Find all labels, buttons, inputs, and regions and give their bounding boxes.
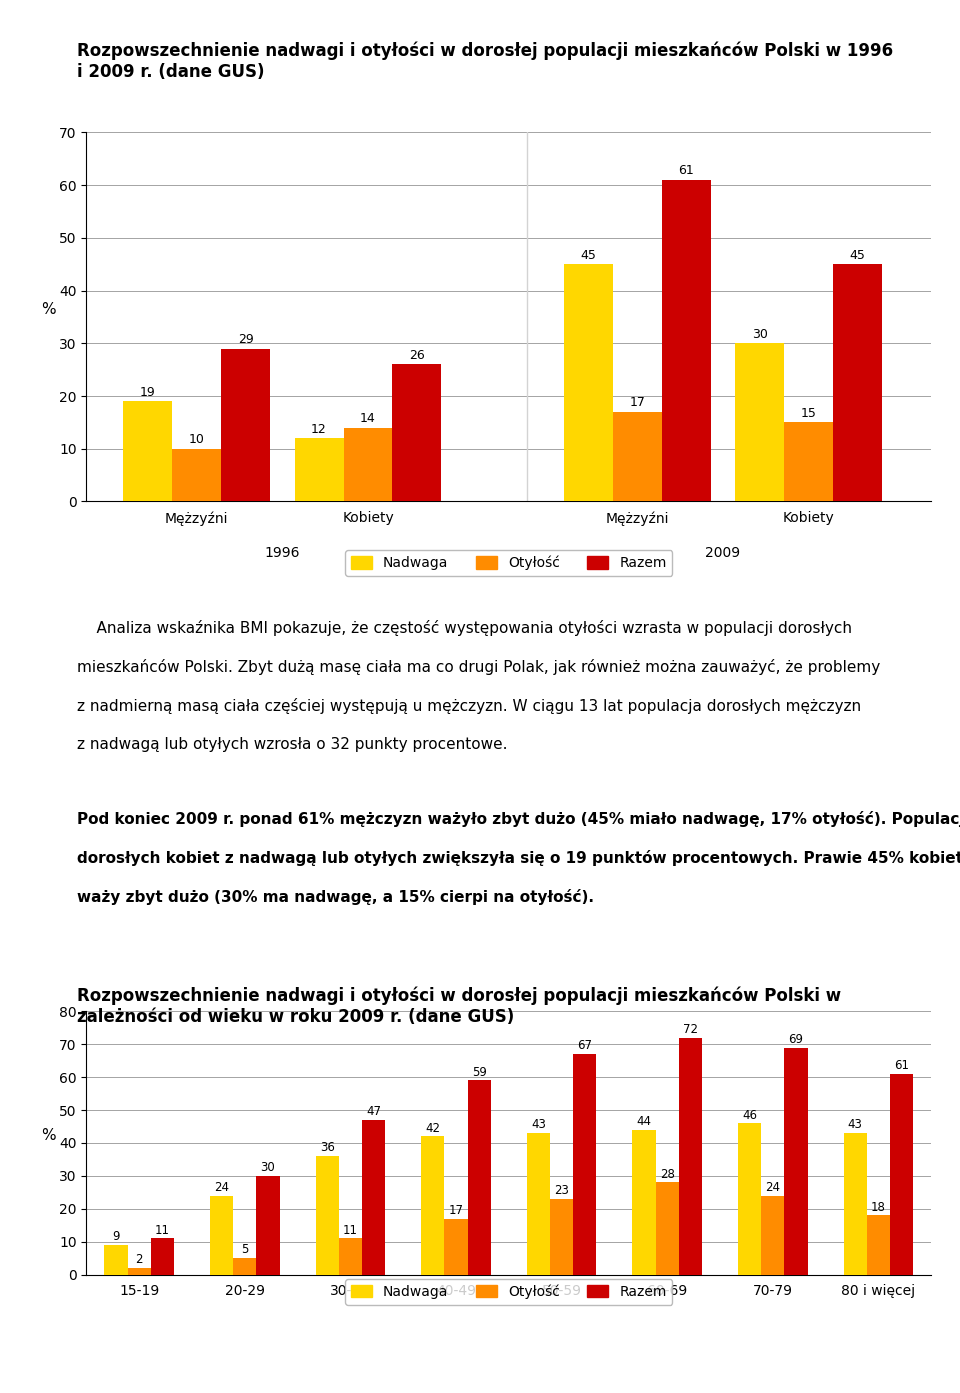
Text: 15: 15	[801, 407, 817, 419]
Text: 30: 30	[752, 327, 768, 341]
Text: Pod koniec 2009 r. ponad 61% mężczyzn ważyło zbyt dużo (45% miało nadwagę, 17% o: Pod koniec 2009 r. ponad 61% mężczyzn wa…	[77, 811, 960, 826]
Bar	[172, 449, 221, 501]
Text: 18: 18	[871, 1201, 886, 1213]
Bar	[362, 1120, 385, 1275]
Text: 61: 61	[894, 1059, 909, 1073]
Bar	[344, 428, 393, 501]
Text: 19: 19	[140, 386, 156, 398]
Text: 10: 10	[189, 433, 204, 446]
Text: 42: 42	[425, 1121, 441, 1135]
Bar	[221, 348, 270, 501]
Text: 72: 72	[683, 1022, 698, 1036]
Text: waży zbyt dużo (30% ma nadwagę, a 15% cierpi na otyłość).: waży zbyt dużo (30% ma nadwagę, a 15% ci…	[77, 889, 594, 904]
Bar	[468, 1081, 491, 1275]
Text: 11: 11	[155, 1223, 170, 1237]
Bar	[867, 1215, 890, 1275]
Bar	[444, 1219, 468, 1275]
Bar	[784, 1048, 807, 1275]
Text: 2009: 2009	[706, 546, 740, 560]
Bar	[844, 1133, 867, 1275]
Bar	[661, 180, 710, 501]
Y-axis label: %: %	[40, 302, 56, 318]
Text: mieszkańców Polski. Zbyt dużą masę ciała ma co drugi Polak, jak również można za: mieszkańców Polski. Zbyt dużą masę ciała…	[77, 659, 880, 674]
Bar	[761, 1195, 784, 1275]
Text: 67: 67	[577, 1039, 592, 1053]
Bar	[256, 1176, 279, 1275]
Bar	[612, 412, 661, 501]
Text: 47: 47	[366, 1105, 381, 1119]
Bar	[833, 265, 882, 501]
Bar	[123, 401, 172, 501]
Bar	[679, 1038, 702, 1275]
Text: z nadwagą lub otyłych wzrosła o 32 punkty procentowe.: z nadwagą lub otyłych wzrosła o 32 punkt…	[77, 737, 507, 752]
Bar	[105, 1245, 128, 1275]
Text: 11: 11	[343, 1223, 358, 1237]
Bar	[890, 1074, 913, 1275]
Legend: Nadwaga, Otyłość, Razem: Nadwaga, Otyłość, Razem	[346, 550, 672, 575]
Text: dorosłych kobiet z nadwagą lub otyłych zwiększyła się o 19 punktów procentowych.: dorosłych kobiet z nadwagą lub otyłych z…	[77, 850, 960, 865]
Text: 17: 17	[630, 396, 645, 410]
Text: Rozpowszechnienie nadwagi i otyłości w dorosłej populacji mieszkańców Polski w
z: Rozpowszechnienie nadwagi i otyłości w d…	[77, 986, 841, 1025]
Bar	[210, 1195, 233, 1275]
Text: 2: 2	[135, 1254, 143, 1266]
Text: 69: 69	[788, 1032, 804, 1046]
Text: 43: 43	[848, 1119, 863, 1131]
Bar	[393, 365, 442, 501]
Text: 14: 14	[360, 412, 376, 425]
Bar	[421, 1137, 444, 1275]
Bar	[151, 1238, 174, 1275]
Text: 28: 28	[660, 1167, 675, 1181]
Text: 44: 44	[636, 1116, 652, 1128]
Text: 46: 46	[742, 1109, 757, 1121]
Text: 29: 29	[238, 333, 253, 345]
Text: 24: 24	[214, 1181, 229, 1194]
Y-axis label: %: %	[40, 1128, 56, 1142]
Legend: Nadwaga, Otyłość, Razem: Nadwaga, Otyłość, Razem	[346, 1279, 672, 1304]
Text: 24: 24	[765, 1181, 780, 1194]
Bar	[233, 1258, 256, 1275]
Text: 43: 43	[531, 1119, 546, 1131]
Bar	[656, 1183, 679, 1275]
Text: z nadmierną masą ciała częściej występują u mężczyzn. W ciągu 13 lat populacja d: z nadmierną masą ciała częściej występuj…	[77, 698, 861, 713]
Text: 5: 5	[241, 1244, 249, 1256]
Bar	[527, 1133, 550, 1275]
Bar	[564, 265, 612, 501]
Text: 17: 17	[448, 1204, 464, 1217]
Bar	[295, 439, 344, 501]
Text: 1996: 1996	[265, 546, 300, 560]
Text: 45: 45	[581, 248, 596, 262]
Text: 45: 45	[850, 248, 866, 262]
Text: 9: 9	[112, 1230, 120, 1244]
Text: 23: 23	[554, 1184, 569, 1197]
Text: 36: 36	[320, 1141, 335, 1155]
Bar	[784, 422, 833, 501]
Bar	[550, 1199, 573, 1275]
Text: 30: 30	[261, 1162, 276, 1174]
Bar	[128, 1268, 151, 1275]
Bar	[316, 1156, 339, 1275]
Bar	[573, 1055, 596, 1275]
Text: 26: 26	[409, 348, 425, 362]
Bar	[735, 343, 784, 501]
Text: 59: 59	[471, 1066, 487, 1078]
Text: 61: 61	[679, 164, 694, 177]
Text: 12: 12	[311, 422, 327, 436]
Text: Rozpowszechnienie nadwagi i otyłości w dorosłej populacji mieszkańców Polski w 1: Rozpowszechnienie nadwagi i otyłości w d…	[77, 42, 893, 81]
Bar	[339, 1238, 362, 1275]
Text: Analiza wskaźnika BMI pokazuje, że częstość występowania otyłości wzrasta w popu: Analiza wskaźnika BMI pokazuje, że częst…	[77, 620, 852, 635]
Bar	[633, 1130, 656, 1275]
Bar	[738, 1123, 761, 1275]
